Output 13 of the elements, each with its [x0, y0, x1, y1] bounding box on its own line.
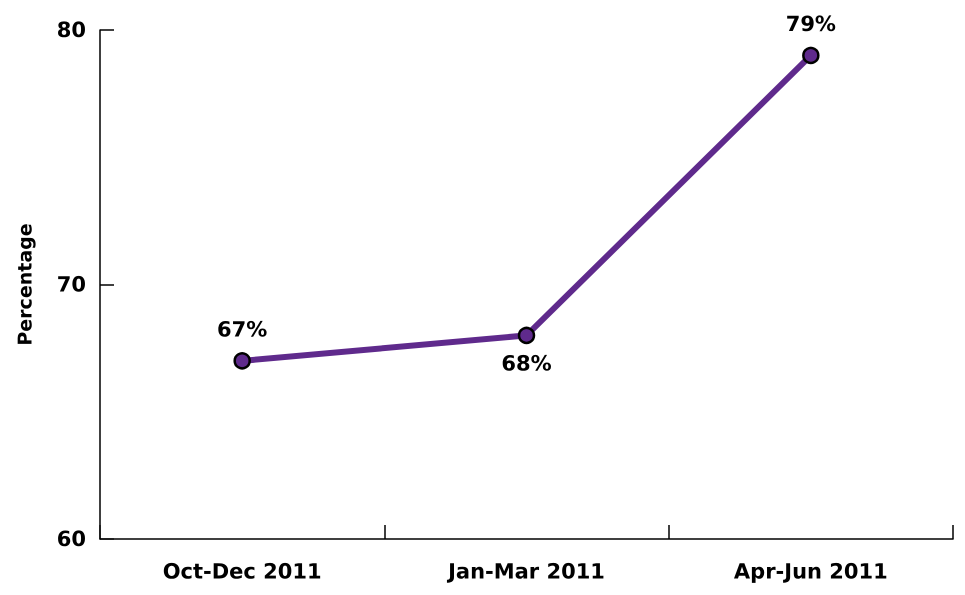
- y-axis-title: Percentage: [14, 223, 36, 346]
- y-tick-label: 60: [56, 527, 86, 551]
- data-label: 67%: [217, 318, 268, 342]
- point: [802, 46, 820, 64]
- point: [518, 326, 536, 344]
- data-label: 68%: [501, 352, 552, 376]
- y-tick-label: 80: [56, 18, 86, 42]
- x-tick-label: Jan-Mar 2011: [446, 560, 605, 584]
- data-label: 79%: [786, 12, 836, 36]
- point: [233, 352, 251, 370]
- x-tick-label: Apr-Jun 2011: [734, 560, 888, 584]
- x-tick-label: Oct-Dec 2011: [162, 560, 322, 584]
- y-tick-label: 70: [56, 272, 86, 296]
